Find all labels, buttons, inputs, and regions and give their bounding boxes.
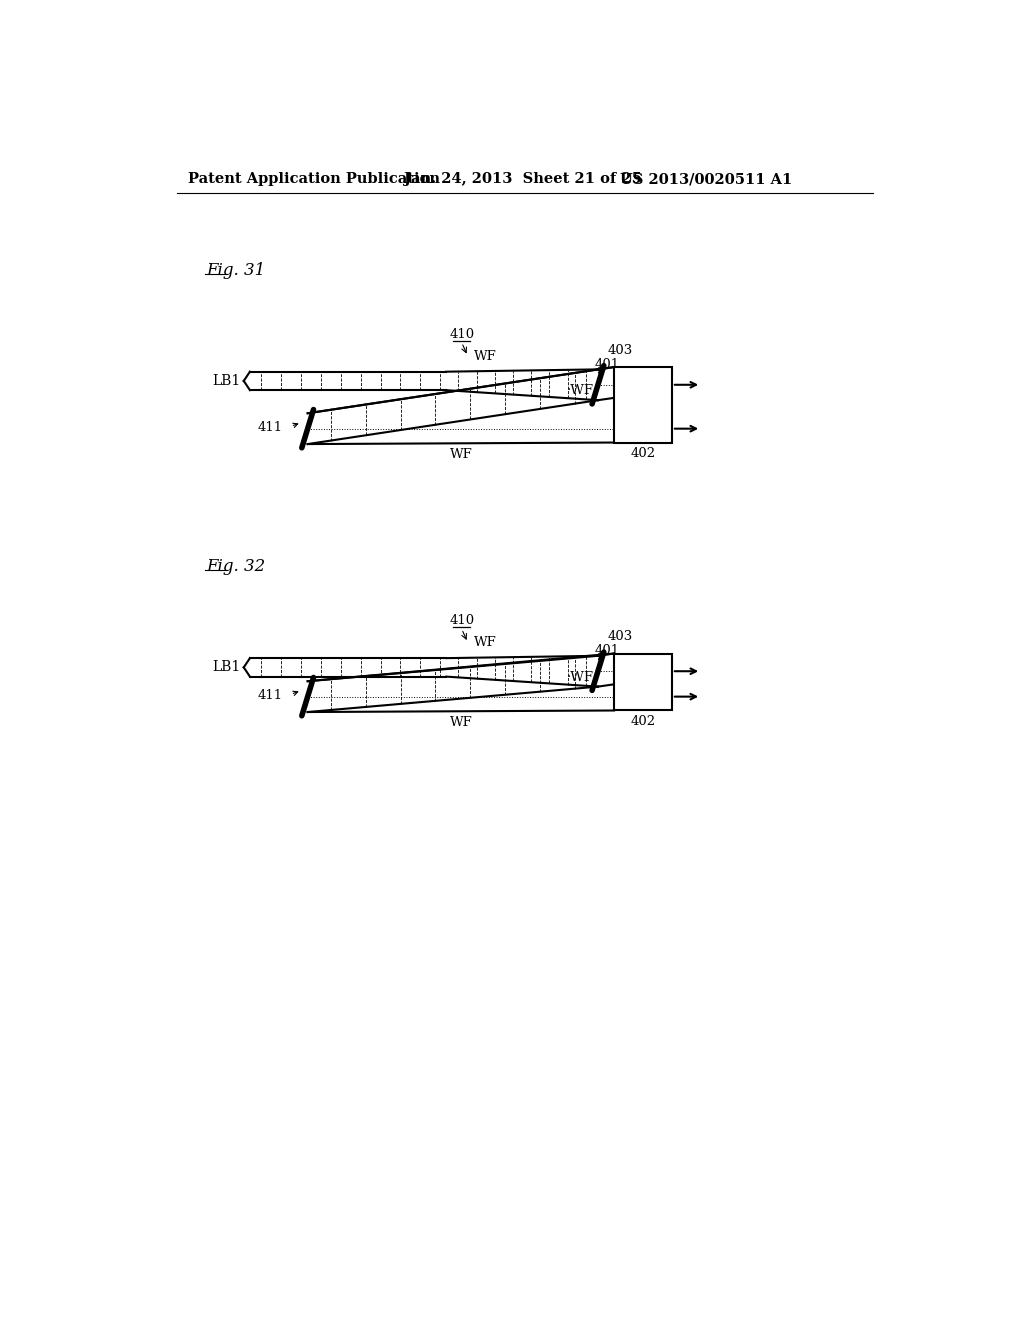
Text: WF: WF bbox=[474, 636, 497, 649]
Text: WF: WF bbox=[450, 717, 472, 730]
Text: LB1: LB1 bbox=[212, 660, 241, 675]
Text: US 2013/0020511 A1: US 2013/0020511 A1 bbox=[620, 172, 792, 186]
Text: 403: 403 bbox=[607, 345, 633, 358]
Text: 402: 402 bbox=[631, 446, 655, 459]
Text: 410: 410 bbox=[450, 327, 474, 341]
Bar bbox=[614, 367, 672, 442]
Text: LB1: LB1 bbox=[212, 374, 241, 388]
Text: 402: 402 bbox=[631, 714, 655, 727]
Text: ·WF: ·WF bbox=[567, 384, 594, 397]
Text: 411: 411 bbox=[258, 421, 283, 434]
Text: Patent Application Publication: Patent Application Publication bbox=[188, 172, 440, 186]
Text: 401: 401 bbox=[594, 644, 620, 657]
Bar bbox=[614, 653, 672, 710]
Text: Fig. 32: Fig. 32 bbox=[206, 558, 265, 576]
Text: 411: 411 bbox=[258, 689, 283, 702]
Text: Jan. 24, 2013  Sheet 21 of 25: Jan. 24, 2013 Sheet 21 of 25 bbox=[403, 172, 642, 186]
Text: Fig. 31: Fig. 31 bbox=[206, 261, 265, 279]
Text: 410: 410 bbox=[450, 614, 474, 627]
Text: 401: 401 bbox=[594, 358, 620, 371]
Text: WF: WF bbox=[474, 350, 497, 363]
Text: 403: 403 bbox=[607, 631, 633, 644]
Text: ·WF: ·WF bbox=[567, 671, 594, 684]
Text: WF: WF bbox=[450, 449, 472, 462]
